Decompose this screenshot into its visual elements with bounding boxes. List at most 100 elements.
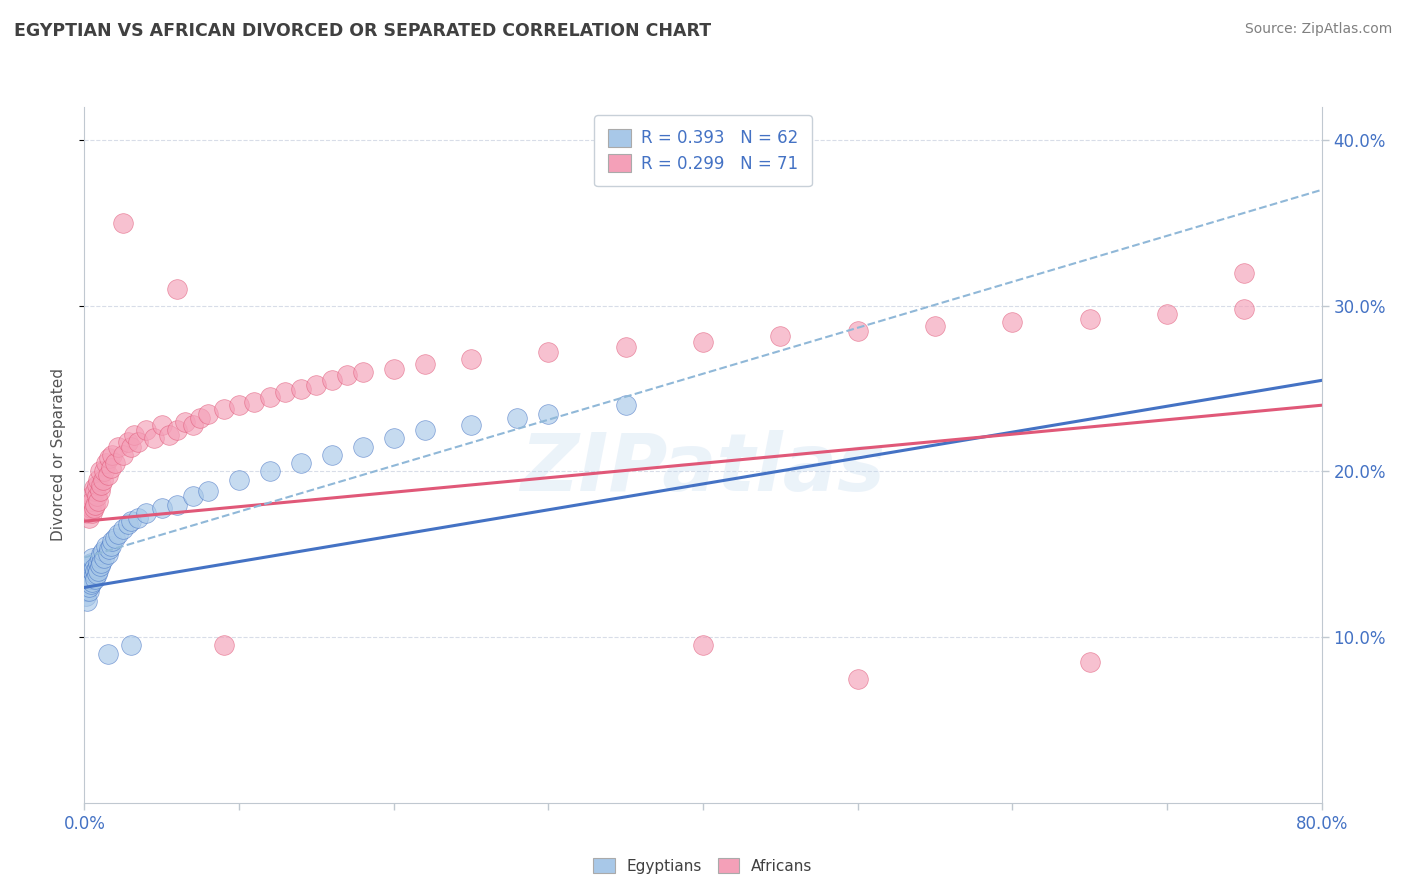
Point [100, 461, 122, 475]
Point [259, 390, 281, 404]
Point [77, 511, 100, 525]
Point [87, 564, 110, 578]
Point [1078, 655, 1101, 669]
Point [135, 506, 157, 520]
Point [122, 428, 145, 442]
Point [77, 498, 100, 512]
Point [413, 357, 436, 371]
Point [537, 407, 560, 421]
Point [135, 423, 157, 437]
Point [159, 428, 181, 442]
Legend: Egyptians, Africans: Egyptians, Africans [588, 852, 818, 880]
Point [83, 500, 105, 515]
Point [90, 547, 112, 561]
Point [75, 583, 97, 598]
Point [84, 498, 107, 512]
Point [84, 564, 107, 578]
Point [101, 448, 124, 462]
Point [79, 489, 101, 503]
Point [76, 593, 98, 607]
Point [89, 484, 111, 499]
Point [83, 567, 105, 582]
Point [166, 282, 188, 296]
Point [87, 473, 110, 487]
Point [352, 365, 374, 379]
Point [86, 489, 108, 503]
Point [1078, 312, 1101, 326]
Point [82, 564, 104, 578]
Point [188, 411, 212, 425]
Point [77, 560, 100, 574]
Point [82, 506, 104, 520]
Point [112, 216, 135, 230]
Point [75, 581, 97, 595]
Point [537, 345, 560, 359]
Point [259, 465, 281, 479]
Point [769, 328, 792, 343]
Point [97, 547, 120, 561]
Point [150, 500, 173, 515]
Point [93, 465, 115, 479]
Point [112, 448, 135, 462]
Point [413, 423, 436, 437]
Point [243, 395, 266, 409]
Text: ZIPatlas: ZIPatlas [520, 430, 886, 508]
Point [336, 368, 359, 383]
Point [82, 550, 104, 565]
Text: EGYPTIAN VS AFRICAN DIVORCED OR SEPARATED CORRELATION CHART: EGYPTIAN VS AFRICAN DIVORCED OR SEPARATE… [14, 22, 711, 40]
Point [87, 494, 110, 508]
Point [692, 639, 714, 653]
Point [614, 340, 637, 354]
Point [128, 511, 150, 525]
Point [76, 564, 98, 578]
Point [89, 558, 111, 573]
Point [212, 639, 235, 653]
Point [1001, 315, 1024, 329]
Point [97, 467, 120, 482]
Point [79, 567, 101, 582]
Point [181, 418, 204, 433]
Point [75, 572, 97, 586]
Point [128, 434, 150, 449]
Point [93, 550, 115, 565]
Point [166, 498, 188, 512]
Point [104, 531, 127, 545]
Point [77, 572, 100, 586]
Y-axis label: Divorced or Separated: Divorced or Separated [51, 368, 66, 541]
Point [1233, 302, 1256, 317]
Point [86, 560, 108, 574]
Point [87, 556, 110, 570]
Point [89, 550, 111, 565]
Point [76, 567, 98, 582]
Point [79, 500, 101, 515]
Point [79, 556, 101, 570]
Point [290, 456, 312, 470]
Point [97, 647, 120, 661]
Point [79, 572, 101, 586]
Point [228, 473, 250, 487]
Point [117, 434, 139, 449]
Point [120, 514, 142, 528]
Point [1156, 307, 1178, 321]
Point [120, 440, 142, 454]
Point [94, 539, 117, 553]
Point [107, 440, 129, 454]
Point [94, 456, 117, 470]
Point [91, 473, 114, 487]
Point [76, 577, 98, 591]
Point [83, 481, 105, 495]
Point [100, 539, 122, 553]
Text: Source: ZipAtlas.com: Source: ZipAtlas.com [1244, 22, 1392, 37]
Point [82, 494, 104, 508]
Point [174, 415, 197, 429]
Point [228, 398, 250, 412]
Point [77, 583, 100, 598]
Point [614, 398, 637, 412]
Point [107, 527, 129, 541]
Point [117, 517, 139, 532]
Legend: R = 0.393   N = 62, R = 0.299   N = 71: R = 0.393 N = 62, R = 0.299 N = 71 [595, 115, 811, 186]
Point [76, 506, 98, 520]
Point [75, 589, 97, 603]
Point [112, 523, 135, 537]
Point [104, 456, 127, 470]
